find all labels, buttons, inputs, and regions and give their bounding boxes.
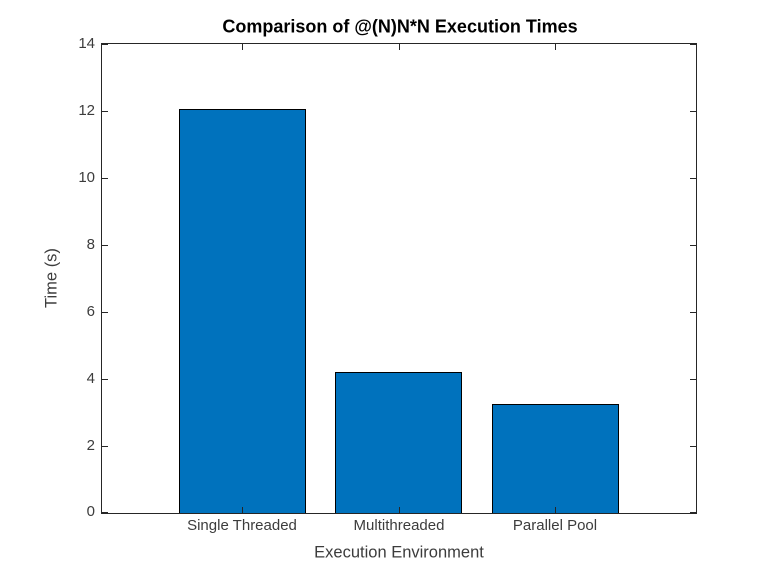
y-tick-right [690,379,696,380]
y-axis-label: Time (s) [42,248,61,308]
y-tick-label: 12 [78,102,95,119]
y-tick-label: 8 [86,236,95,253]
bar-parallel-pool [492,404,619,513]
y-tick-left [102,245,108,246]
x-tick-bottom [399,507,400,513]
y-tick-label: 4 [86,370,95,387]
x-tick-label-multithreaded: Multithreaded [353,517,445,534]
y-tick-right [690,111,696,112]
x-tick-label-parallel-pool: Parallel Pool [512,517,598,534]
plot-area [101,43,697,514]
x-tick-top [555,44,556,50]
bar-multithreaded [335,372,462,513]
y-tick-right [690,245,696,246]
x-axis-label: Execution Environment [314,543,484,562]
y-tick-left [102,44,108,45]
x-tick-bottom [555,507,556,513]
y-tick-label: 2 [86,437,95,454]
y-tick-left [102,178,108,179]
y-tick-label: 0 [86,503,95,520]
y-tick-right [690,446,696,447]
y-tick-label: 10 [78,169,95,186]
y-tick-right [690,178,696,179]
y-tick-right [690,512,696,513]
x-tick-bottom [242,507,243,513]
y-tick-right [690,44,696,45]
y-tick-right [690,312,696,313]
x-tick-top [242,44,243,50]
x-tick-top [399,44,400,50]
y-tick-left [102,512,108,513]
y-tick-left [102,312,108,313]
bar-single-threaded [179,109,306,513]
y-tick-label: 6 [86,303,95,320]
chart-title: Comparison of @(N)N*N Execution Times [222,16,578,37]
y-tick-left [102,379,108,380]
x-tick-label-single-threaded: Single Threaded [187,517,297,534]
y-tick-label: 14 [78,35,95,52]
y-tick-left [102,111,108,112]
y-tick-left [102,446,108,447]
